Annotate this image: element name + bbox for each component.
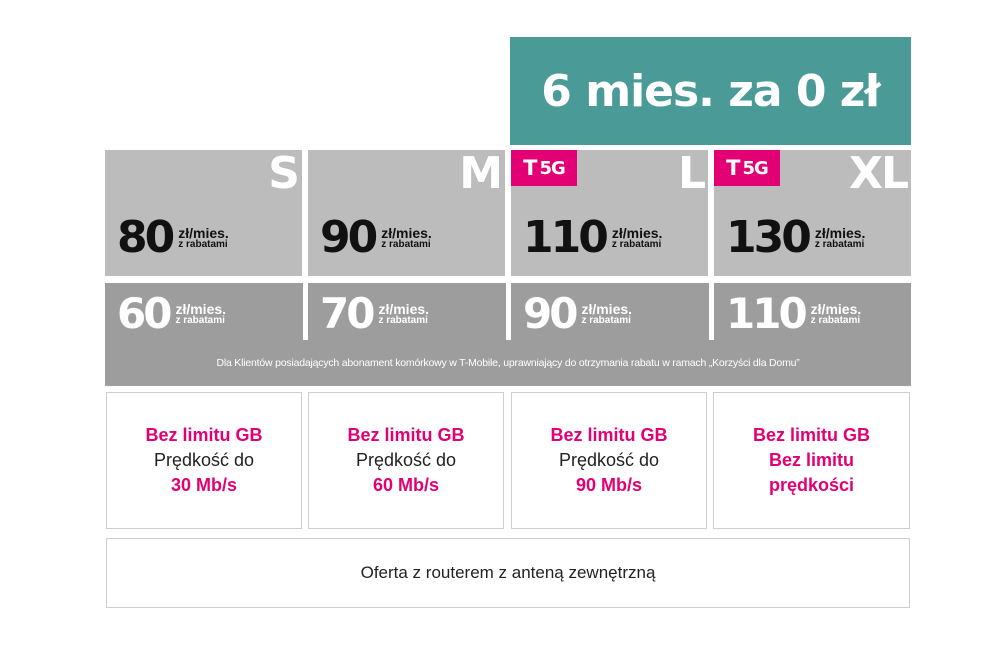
plan-price: 90 zł/mies. z rabatami xyxy=(320,216,432,260)
t-logo-icon: T xyxy=(523,156,537,180)
discount-value: 70 xyxy=(320,289,375,338)
price-unit: zł/mies. xyxy=(611,225,663,241)
price-note: z rabatami xyxy=(611,239,662,250)
price-note: z rabatami xyxy=(381,239,431,250)
divider xyxy=(303,283,308,340)
speed-value: 30 Mb/s xyxy=(170,475,238,495)
t-5g-badge: T 5G xyxy=(511,150,577,186)
discount-price-s: 60 zł/mies. z rabatami xyxy=(117,293,226,335)
promo-text: 6 mies. za 0 zł xyxy=(541,65,880,117)
plan-price-cell: S 80 zł/mies. z rabatami xyxy=(105,150,302,276)
features-xl: Bez limitu GB Bez limitu prędkości xyxy=(713,392,910,529)
discount-note: z rabatami xyxy=(810,315,861,326)
tier-label: S xyxy=(268,150,300,199)
badge-label: 5G xyxy=(742,157,769,179)
promo-banner: 6 mies. za 0 zł xyxy=(510,37,911,145)
price-note: z rabatami xyxy=(814,239,865,250)
discount-unit: zł/mies. xyxy=(581,301,633,317)
data-limit-text: Bez limitu GB xyxy=(347,425,465,445)
discount-price-l: 90 zł/mies. z rabatami xyxy=(523,293,632,335)
discount-unit: zł/mies. xyxy=(378,301,430,317)
price-value: 130 xyxy=(726,212,812,263)
plan-price-cell: T 5G XL 130 zł/mies. z rabatami xyxy=(714,150,911,276)
speed-value: prędkości xyxy=(768,475,855,495)
t-logo-icon: T xyxy=(726,156,740,180)
tier-label: L xyxy=(677,150,706,199)
discount-value: 110 xyxy=(726,289,808,338)
plan-price: 130 zł/mies. z rabatami xyxy=(726,216,865,260)
price-unit: zł/mies. xyxy=(178,225,229,241)
discount-disclaimer: Dla Klientów posiadających abonament kom… xyxy=(216,357,800,369)
tier-label: XL xyxy=(849,150,909,199)
discount-note: z rabatami xyxy=(378,315,428,326)
badge-label: 5G xyxy=(539,157,566,179)
features-s: Bez limitu GB Prędkość do 30 Mb/s xyxy=(106,392,302,529)
price-value: 110 xyxy=(523,212,609,263)
discount-unit: zł/mies. xyxy=(810,301,862,317)
price-value: 90 xyxy=(320,212,378,263)
price-note: z rabatami xyxy=(178,239,228,250)
plan-price: 110 zł/mies. z rabatami xyxy=(523,216,662,260)
price-unit: zł/mies. xyxy=(814,225,866,241)
discount-value: 90 xyxy=(523,289,578,338)
plan-price: 80 zł/mies. z rabatami xyxy=(117,216,229,260)
discount-unit: zł/mies. xyxy=(175,301,227,317)
data-limit-text: Bez limitu GB xyxy=(550,425,668,445)
data-limit-text: Bez limitu GB xyxy=(145,425,263,445)
divider xyxy=(709,283,714,340)
discount-price-xl: 110 zł/mies. z rabatami xyxy=(726,293,861,335)
discount-price-m: 70 zł/mies. z rabatami xyxy=(320,293,429,335)
plan-price-cell: M 90 zł/mies. z rabatami xyxy=(308,150,505,276)
tier-label: M xyxy=(459,150,503,199)
speed-value: 90 Mb/s xyxy=(575,475,643,495)
features-m: Bez limitu GB Prędkość do 60 Mb/s xyxy=(308,392,504,529)
discount-note: z rabatami xyxy=(581,315,631,326)
features-l: Bez limitu GB Prędkość do 90 Mb/s xyxy=(511,392,707,529)
speed-label: Prędkość do xyxy=(153,450,255,470)
router-offer-box: Oferta z routerem z anteną zewnętrzną xyxy=(106,538,910,608)
router-offer-text: Oferta z routerem z anteną zewnętrzną xyxy=(360,563,656,582)
speed-value: 60 Mb/s xyxy=(372,475,440,495)
speed-label: Prędkość do xyxy=(355,450,457,470)
divider xyxy=(506,283,511,340)
discount-value: 60 xyxy=(117,289,172,338)
discount-note: z rabatami xyxy=(175,315,225,326)
t-5g-badge: T 5G xyxy=(714,150,780,186)
price-unit: zł/mies. xyxy=(381,225,432,241)
data-limit-text: Bez limitu GB xyxy=(752,425,870,445)
plan-price-cell: T 5G L 110 zł/mies. z rabatami xyxy=(511,150,708,276)
speed-label: Bez limitu xyxy=(768,450,854,470)
price-value: 80 xyxy=(117,212,175,263)
speed-label: Prędkość do xyxy=(558,450,660,470)
